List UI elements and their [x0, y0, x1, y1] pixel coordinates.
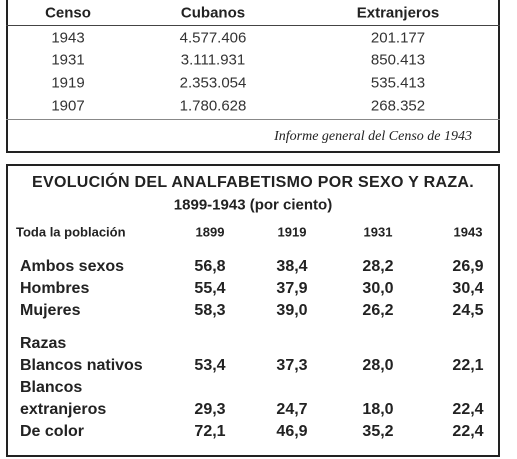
illiteracy-box [6, 164, 500, 457]
column-header: Censo [45, 4, 91, 22]
cell: 35,2 [362, 423, 394, 440]
column-header: 1899 [195, 224, 225, 240]
row-label: Ambos sexos [20, 258, 125, 275]
row-label: Blancos [20, 379, 83, 396]
header-rule [6, 25, 500, 26]
cell: 22,4 [452, 401, 484, 418]
cell: 72,1 [194, 423, 226, 440]
column-header: 1919 [277, 224, 307, 240]
column-header: Cubanos [180, 4, 246, 22]
column-header: 1943 [453, 224, 483, 240]
cell: 18,0 [362, 401, 394, 418]
cell: 37,9 [276, 280, 308, 297]
census-box [6, 0, 500, 153]
row-label: Mujeres [20, 302, 81, 319]
column-header: Extranjeros [356, 4, 440, 22]
cell: 26,2 [362, 302, 394, 319]
cell: 1943 [51, 29, 85, 47]
column-header: 1931 [363, 224, 393, 240]
cell: 46,9 [276, 423, 308, 440]
source-note: Informe general del Censo de 1943 [274, 129, 472, 144]
row-label: Razas [20, 335, 67, 352]
cell: 535.413 [370, 74, 426, 92]
cell: 1.780.628 [179, 97, 247, 115]
cell: 39,0 [276, 302, 308, 319]
cell: 3.111.931 [180, 51, 246, 69]
cell: 37,3 [276, 357, 308, 374]
cell: 1919 [51, 74, 85, 92]
cell: 24,5 [452, 302, 484, 319]
row-label: Blancos nativos [20, 357, 143, 374]
cell: 4.577.406 [179, 29, 247, 47]
cell: 268.352 [370, 97, 426, 115]
cell: 1931 [51, 51, 85, 69]
cell: 26,9 [452, 258, 484, 275]
table-subtitle: 1899-1943 (por ciento) [173, 196, 333, 214]
cell: 850.413 [370, 51, 426, 69]
cell: 1907 [51, 97, 85, 115]
cell: 28,0 [362, 357, 394, 374]
cell: 201.177 [370, 29, 426, 47]
cell: 58,3 [194, 302, 226, 319]
body-rule [6, 119, 500, 120]
cell: 53,4 [194, 357, 226, 374]
cell: 55,4 [194, 280, 226, 297]
column-header: Toda la población [16, 224, 126, 240]
cell: 24,7 [276, 401, 308, 418]
cell: 38,4 [276, 258, 308, 275]
row-label: extranjeros [20, 401, 107, 418]
cell: 30,4 [452, 280, 484, 297]
cell: 22,1 [452, 357, 484, 374]
row-label: De color [20, 423, 85, 440]
cell: 2.353.054 [179, 74, 247, 92]
cell: 30,0 [362, 280, 394, 297]
cell: 28,2 [362, 258, 394, 275]
table-title: EVOLUCIÓN DEL ANALFABETISMO POR SEXO Y R… [32, 174, 474, 191]
cell: 22,4 [452, 423, 484, 440]
cell: 29,3 [194, 401, 226, 418]
cell: 56,8 [194, 258, 226, 275]
row-label: Hombres [20, 280, 90, 297]
